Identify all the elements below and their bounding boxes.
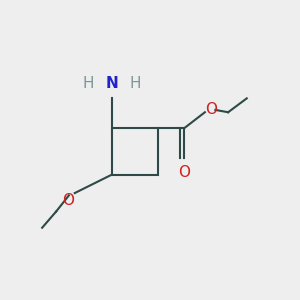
Text: N: N <box>106 76 118 92</box>
Text: O: O <box>62 193 74 208</box>
Text: O: O <box>205 102 217 117</box>
Text: H: H <box>129 76 141 92</box>
Text: O: O <box>178 165 190 180</box>
Text: H: H <box>83 76 94 92</box>
